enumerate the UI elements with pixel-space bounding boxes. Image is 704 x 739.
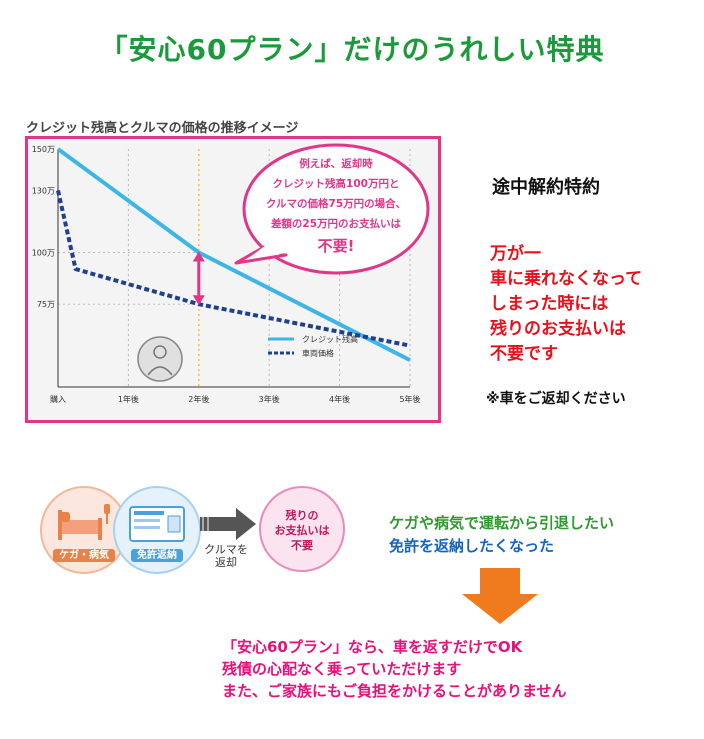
x-tick-label: 1年後 — [118, 394, 139, 404]
bubble-text-line: 差額の25万円のお支払いは — [271, 217, 402, 230]
y-tick-label: 150万 — [32, 145, 55, 154]
bubble-text-line: クルマの価格75万円の場合、 — [266, 197, 406, 210]
license-return-circle: 免許返納 — [113, 486, 201, 574]
person-circle-icon — [137, 336, 183, 382]
y-tick-label: 100万 — [32, 248, 55, 257]
special-clause-line: 不要です — [490, 344, 558, 364]
legend-label: クレジット残高 — [302, 334, 358, 344]
no-payment-line: 残りの — [285, 509, 319, 522]
y-tick-label: 75万 — [37, 300, 55, 309]
chart-caption: クレジット残高とクルマの価格の推移イメージ — [26, 121, 299, 136]
retire-driving-text: ケガや病気で運転から引退したい — [389, 514, 615, 532]
injury-illness-label: ケガ・病気 — [53, 549, 115, 562]
hospital-bed-icon — [58, 504, 110, 540]
x-tick-label: 4年後 — [329, 394, 350, 404]
bottom-message: 「安心60プラン」なら、車を返すだけでOK 残債の心配なく乗っていただけます ま… — [222, 636, 567, 702]
difference-arrow-head-up — [192, 251, 205, 262]
bubble-text-line: 不要! — [318, 237, 355, 255]
bubble-text-line: クレジット残高100万円と — [273, 177, 400, 190]
vehicle-price-line — [56, 189, 411, 348]
speech-bubble-tail-cover — [250, 245, 288, 257]
license-card-icon — [129, 506, 185, 542]
bottom-message-line: 「安心60プラン」なら、車を返すだけでOK — [222, 638, 523, 656]
license-return-text: 免許を返納したくなった — [389, 537, 555, 555]
special-clause-line: 残りのお支払いは — [490, 319, 626, 339]
page-title: 「安心60プラン」だけのうれしい特典 — [99, 33, 605, 66]
person-body-icon — [147, 366, 173, 376]
special-clause-heading: 途中解約特約 — [492, 177, 600, 198]
bottom-message-line: また、ご家族にもご負担をかけることがありません — [222, 682, 567, 700]
x-tick-label: 購入 — [50, 394, 66, 404]
return-note: ※車をご返却ください — [486, 391, 626, 407]
license-return-label: 免許返納 — [131, 549, 183, 562]
person-head-icon — [153, 345, 167, 359]
y-tick-label: 130万 — [32, 186, 55, 195]
return-car-label: クルマを 返却 — [198, 543, 254, 569]
right-arrow-icon — [200, 508, 256, 540]
bubble-text-line: 例えば、返却時 — [299, 157, 373, 170]
special-clause-line: しまった時には — [490, 294, 609, 314]
x-tick-label: 5年後 — [399, 394, 420, 404]
no-payment-line: 不要 — [291, 539, 313, 552]
special-clause-line: 車に乗れなくなって — [490, 269, 643, 289]
no-payment-circle: 残りの お支払いは 不要 — [259, 486, 345, 572]
legend-label: 車両価格 — [302, 348, 334, 358]
return-car-label-line: 返却 — [215, 556, 237, 569]
special-clause-line: 万が一 — [490, 244, 541, 264]
bottom-message-line: 残債の心配なく乗っていただけます — [222, 660, 462, 678]
special-clause-text: 万が一 車に乗れなくなって しまった時には 残りのお支払いは 不要です — [490, 242, 642, 367]
return-car-label-line: クルマを — [204, 543, 248, 556]
down-arrow-icon — [462, 568, 538, 624]
x-tick-label: 3年後 — [259, 394, 280, 404]
speech-bubble — [242, 143, 430, 275]
no-payment-line: お支払いは — [274, 524, 330, 537]
difference-arrow-head-down — [192, 295, 205, 306]
x-tick-label: 2年後 — [188, 394, 209, 404]
